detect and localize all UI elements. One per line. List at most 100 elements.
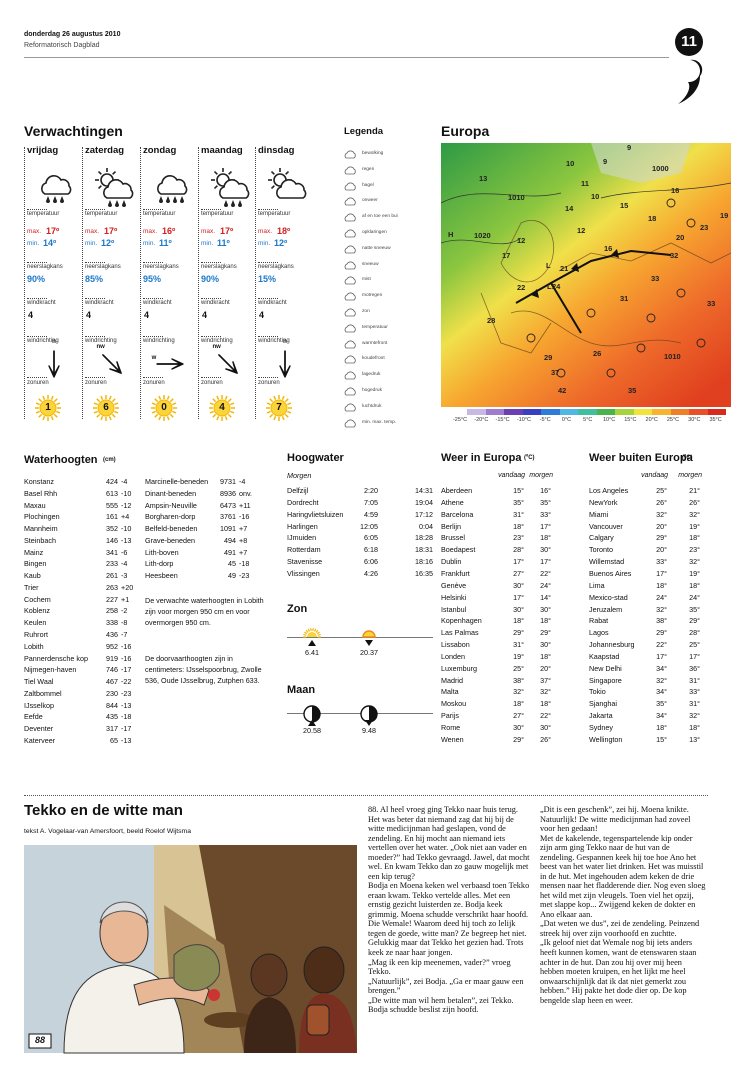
dots bbox=[85, 336, 105, 337]
unit: (cm) bbox=[103, 457, 116, 463]
graphic bbox=[111, 398, 116, 403]
graphic bbox=[365, 640, 373, 646]
wind-arrow bbox=[156, 358, 184, 370]
legend-icon bbox=[344, 340, 356, 348]
wind-direction: nw bbox=[96, 343, 105, 350]
temp-tomorrow: 26° bbox=[540, 734, 551, 744]
city: Helsinki bbox=[441, 592, 467, 602]
level: 1091 bbox=[220, 524, 236, 534]
temp-today: 22° bbox=[656, 640, 667, 650]
dots bbox=[27, 262, 47, 263]
graphic bbox=[166, 416, 170, 421]
graphic bbox=[344, 292, 356, 301]
wind-direction: n bbox=[283, 339, 287, 345]
day-name: zaterdag bbox=[85, 145, 125, 156]
comic-illustration bbox=[24, 845, 357, 1054]
station: Trier bbox=[24, 582, 39, 592]
scale-swatch bbox=[689, 409, 708, 415]
graphic bbox=[440, 182, 732, 245]
temp-today: 29° bbox=[656, 628, 667, 638]
moon-line bbox=[287, 713, 433, 714]
temp-tomorrow: 14° bbox=[540, 592, 551, 602]
port: Dordrecht bbox=[287, 497, 319, 507]
unit: (ºC) bbox=[682, 455, 693, 461]
temp-tomorrow: 25° bbox=[689, 640, 700, 650]
level: 227 bbox=[106, 594, 118, 604]
temp-today: 17° bbox=[513, 557, 524, 567]
map-label: 33 bbox=[707, 299, 716, 308]
change: -16 bbox=[121, 641, 132, 651]
graphic bbox=[93, 410, 98, 414]
graphic bbox=[273, 395, 277, 400]
graphic bbox=[305, 629, 309, 633]
graphic bbox=[344, 197, 356, 206]
time: 16:35 bbox=[415, 569, 433, 579]
city: New Delhi bbox=[589, 663, 622, 673]
label: windrichting bbox=[27, 338, 59, 344]
graphic bbox=[306, 1004, 330, 1036]
temp-tomorrow: 23° bbox=[689, 545, 700, 555]
change: -4 bbox=[239, 477, 246, 486]
rain-chance: 90% bbox=[201, 274, 220, 284]
city: Berlijn bbox=[441, 521, 461, 531]
section-title: Waterhoogten bbox=[24, 454, 98, 466]
time: 19:04 bbox=[415, 497, 433, 507]
legend-item: koudefront bbox=[362, 356, 385, 362]
label: windkracht bbox=[258, 300, 287, 306]
legend-icon bbox=[344, 182, 356, 190]
graphic bbox=[56, 410, 61, 414]
city: Las Palmas bbox=[441, 628, 479, 638]
sunset-icon bbox=[362, 630, 376, 638]
graphic bbox=[312, 706, 320, 722]
temp-today: 29° bbox=[513, 734, 524, 744]
level: 8936 bbox=[220, 488, 236, 498]
graphic bbox=[531, 289, 539, 298]
city: Luxemburg bbox=[441, 663, 477, 673]
city: NewYork bbox=[589, 497, 618, 507]
graphic bbox=[155, 399, 173, 417]
temp-today: 30° bbox=[513, 723, 524, 732]
graphic bbox=[169, 398, 174, 403]
city: Aberdeen bbox=[441, 486, 473, 495]
section-title: Hoogwater bbox=[287, 452, 344, 464]
graphic bbox=[108, 200, 112, 207]
station: Ampsin-Neuville bbox=[145, 500, 197, 510]
dots bbox=[258, 262, 278, 263]
min-temp: 11º bbox=[217, 238, 230, 248]
level: 435 bbox=[106, 712, 118, 722]
city: Barcelona bbox=[441, 509, 474, 519]
temp-tomorrow: 18° bbox=[540, 699, 551, 709]
change: +7 bbox=[239, 547, 248, 557]
graphic bbox=[108, 395, 112, 400]
set-marker bbox=[365, 640, 373, 646]
map-label: 29 bbox=[544, 353, 553, 362]
temp-tomorrow: 32° bbox=[540, 687, 551, 697]
temp-tomorrow: 17° bbox=[540, 557, 551, 567]
change: -18 bbox=[121, 712, 132, 722]
label: windkracht bbox=[201, 300, 230, 306]
label: min. bbox=[27, 240, 40, 247]
city: Parijs bbox=[441, 711, 459, 721]
graphic bbox=[344, 213, 356, 222]
map-label: 32 bbox=[670, 251, 679, 260]
level: 263 bbox=[106, 582, 118, 592]
temp-tomorrow: 30° bbox=[540, 604, 551, 614]
station: Kaub bbox=[24, 571, 41, 581]
rain-chance: 85% bbox=[85, 274, 104, 284]
temp-tomorrow: 28° bbox=[689, 628, 700, 638]
graphic bbox=[151, 402, 156, 406]
graphic bbox=[169, 413, 174, 418]
wind-direction: nw bbox=[212, 343, 221, 350]
temp-tomorrow: 29° bbox=[540, 628, 551, 638]
city: Wellington bbox=[589, 734, 623, 744]
graphic bbox=[270, 185, 275, 190]
graphic bbox=[304, 631, 308, 635]
temp-today: 15° bbox=[513, 486, 524, 495]
graphic bbox=[550, 282, 582, 334]
graphic bbox=[224, 200, 228, 207]
time: 4:26 bbox=[364, 569, 378, 579]
header-date: donderdag 26 augustus 2010 bbox=[24, 31, 121, 38]
temp-tomorrow: 17° bbox=[689, 651, 700, 661]
temp-tomorrow: 31° bbox=[689, 699, 700, 709]
